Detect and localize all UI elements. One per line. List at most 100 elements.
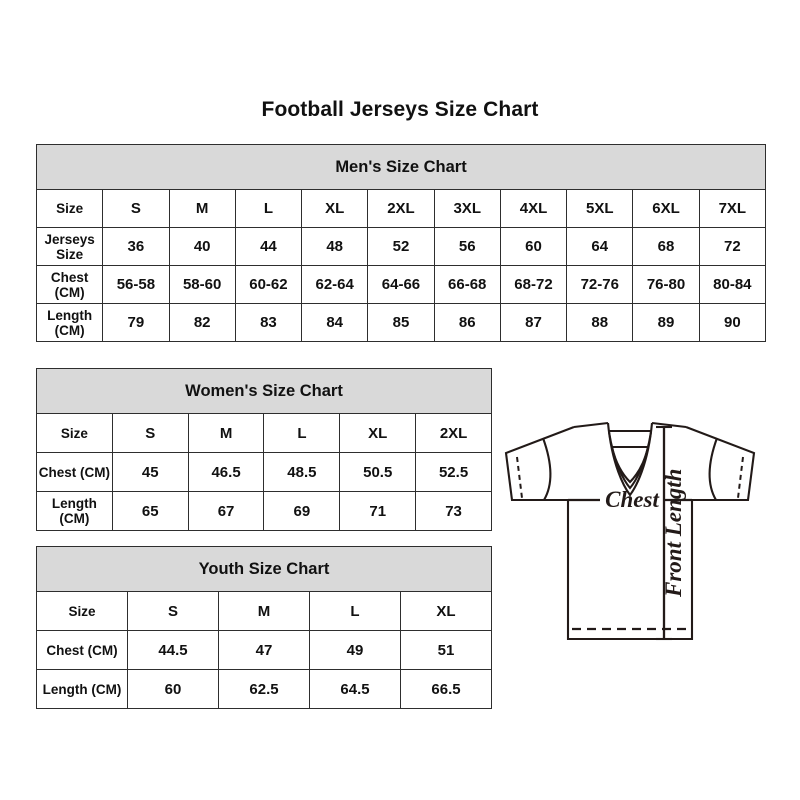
mens-row-0-cell-0: 36 <box>102 227 170 266</box>
mens-row-2-cell-3: 84 <box>301 303 369 342</box>
womens-row-0-cell-1: 46.5 <box>187 452 265 492</box>
youth-col-header-4: XL <box>400 591 492 631</box>
womens-row-0-cell-2: 48.5 <box>263 452 341 492</box>
table-row: Jerseys Size 36 40 44 48 52 56 60 64 68 … <box>35 227 767 266</box>
table-row: Length (CM) 79 82 83 84 85 86 87 88 89 9… <box>35 303 767 342</box>
mens-col-header-4: XL <box>301 189 369 228</box>
mens-row-2-cell-1: 82 <box>168 303 236 342</box>
youth-caption-row: Youth Size Chart <box>36 546 492 592</box>
youth-size-chart-table: Youth Size Chart Size S M L XL Chest (CM… <box>36 546 492 709</box>
womens-col-header-4: XL <box>339 413 417 453</box>
mens-caption-row: Men's Size Chart <box>36 144 766 190</box>
womens-col-header-1: S <box>111 413 189 453</box>
youth-row-1-cell-0: 60 <box>127 669 219 709</box>
body-outline <box>566 500 694 641</box>
youth-row-0-cell-1: 47 <box>218 630 310 670</box>
mens-row-2-cell-0: 79 <box>102 303 170 342</box>
mens-col-header-0: Size <box>35 189 104 228</box>
mens-row-1-cell-8: 76-80 <box>632 265 700 304</box>
youth-header-row: Size S M L XL <box>36 591 492 631</box>
mens-row-1-label: Chest (CM) <box>35 265 104 304</box>
mens-row-2-label: Length (CM) <box>35 303 104 342</box>
mens-row-2-cell-9: 90 <box>698 303 767 342</box>
mens-row-0-cell-6: 60 <box>499 227 568 266</box>
mens-row-0-cell-5: 56 <box>433 227 501 266</box>
womens-row-0-label: Chest (CM) <box>36 452 113 492</box>
mens-col-header-5: 2XL <box>367 189 435 228</box>
mens-row-2-cell-6: 87 <box>499 303 568 342</box>
womens-col-header-5: 2XL <box>415 413 492 453</box>
page-title: Football Jerseys Size Chart <box>261 98 539 121</box>
womens-col-header-2: M <box>187 413 265 453</box>
womens-row-1-cell-0: 65 <box>111 491 189 531</box>
table-row: Chest (CM) 56-58 58-60 60-62 62-64 64-66… <box>35 265 767 304</box>
mens-row-0-label: Jerseys Size <box>35 227 104 266</box>
mens-size-chart-table: Men's Size Chart Size S M L XL 2XL 3XL 4… <box>35 144 767 342</box>
mens-col-header-3: L <box>234 189 303 228</box>
youth-table-body: Youth Size Chart Size S M L XL Chest (CM… <box>36 546 492 709</box>
chest-label: Chest <box>605 487 659 512</box>
youth-row-1-cell-2: 64.5 <box>309 669 401 709</box>
mens-row-1-cell-6: 68-72 <box>499 265 568 304</box>
mens-row-0-cell-8: 68 <box>632 227 700 266</box>
mens-row-1-cell-2: 60-62 <box>234 265 303 304</box>
mens-row-0-cell-4: 52 <box>367 227 435 266</box>
mens-col-header-1: S <box>102 189 170 228</box>
womens-row-0-cell-4: 52.5 <box>415 452 492 492</box>
mens-table-body: Men's Size Chart Size S M L XL 2XL 3XL 4… <box>35 144 767 342</box>
mens-row-0-cell-1: 40 <box>168 227 236 266</box>
womens-col-header-0: Size <box>36 413 113 453</box>
mens-row-1-cell-1: 58-60 <box>168 265 236 304</box>
womens-col-header-3: L <box>263 413 341 453</box>
womens-row-1-label: Length (CM) <box>36 491 113 531</box>
right-cuff-stitch <box>737 456 744 499</box>
youth-row-0-cell-2: 49 <box>309 630 401 670</box>
mens-row-2-cell-7: 88 <box>566 303 634 342</box>
mens-col-header-10: 7XL <box>698 189 767 228</box>
mens-col-header-6: 3XL <box>433 189 501 228</box>
womens-chart-caption: Women's Size Chart <box>36 368 492 414</box>
left-shoulder-line <box>573 421 609 429</box>
youth-row-0-cell-0: 44.5 <box>127 630 219 670</box>
front-length-label: Front Length <box>661 469 686 598</box>
mens-row-0-cell-9: 72 <box>698 227 767 266</box>
mens-col-header-7: 4XL <box>499 189 568 228</box>
womens-table-body: Women's Size Chart Size S M L XL 2XL Che… <box>36 368 492 531</box>
mens-row-0-cell-3: 48 <box>301 227 369 266</box>
table-row: Length (CM) 60 62.5 64.5 66.5 <box>36 669 492 709</box>
mens-row-1-cell-5: 66-68 <box>433 265 501 304</box>
womens-row-1-cell-2: 69 <box>263 491 341 531</box>
mens-row-2-cell-2: 83 <box>234 303 303 342</box>
jersey-measurement-diagram: Chest Front Length <box>496 405 786 695</box>
right-shoulder-line <box>651 421 687 429</box>
youth-row-0-label: Chest (CM) <box>36 630 128 670</box>
youth-col-header-3: L <box>309 591 401 631</box>
left-armhole-seam <box>542 437 552 501</box>
left-cuff-stitch <box>516 456 523 499</box>
womens-header-row: Size S M L XL 2XL <box>36 413 492 453</box>
womens-row-0-cell-3: 50.5 <box>339 452 417 492</box>
v-neck-band-2 <box>610 447 650 484</box>
womens-row-1-cell-1: 67 <box>187 491 265 531</box>
mens-row-2-cell-4: 85 <box>367 303 435 342</box>
mens-row-2-cell-5: 86 <box>433 303 501 342</box>
mens-row-1-cell-9: 80-84 <box>698 265 767 304</box>
mens-row-0-cell-2: 44 <box>234 227 303 266</box>
mens-row-2-cell-8: 89 <box>632 303 700 342</box>
mens-row-1-cell-4: 64-66 <box>367 265 435 304</box>
right-armhole-seam <box>708 437 718 501</box>
mens-chart-caption: Men's Size Chart <box>36 144 766 190</box>
womens-row-1-cell-4: 73 <box>415 491 492 531</box>
table-row: Length (CM) 65 67 69 71 73 <box>36 491 492 531</box>
youth-row-1-label: Length (CM) <box>36 669 128 709</box>
youth-col-header-2: M <box>218 591 310 631</box>
womens-row-0-cell-0: 45 <box>111 452 189 492</box>
womens-size-chart-table: Women's Size Chart Size S M L XL 2XL Che… <box>36 368 492 531</box>
mens-row-1-cell-0: 56-58 <box>102 265 170 304</box>
youth-col-header-1: S <box>127 591 219 631</box>
table-row: Chest (CM) 44.5 47 49 51 <box>36 630 492 670</box>
mens-col-header-8: 5XL <box>566 189 634 228</box>
table-row: Chest (CM) 45 46.5 48.5 50.5 52.5 <box>36 452 492 492</box>
youth-row-0-cell-3: 51 <box>400 630 492 670</box>
left-sleeve-outline <box>504 426 575 502</box>
